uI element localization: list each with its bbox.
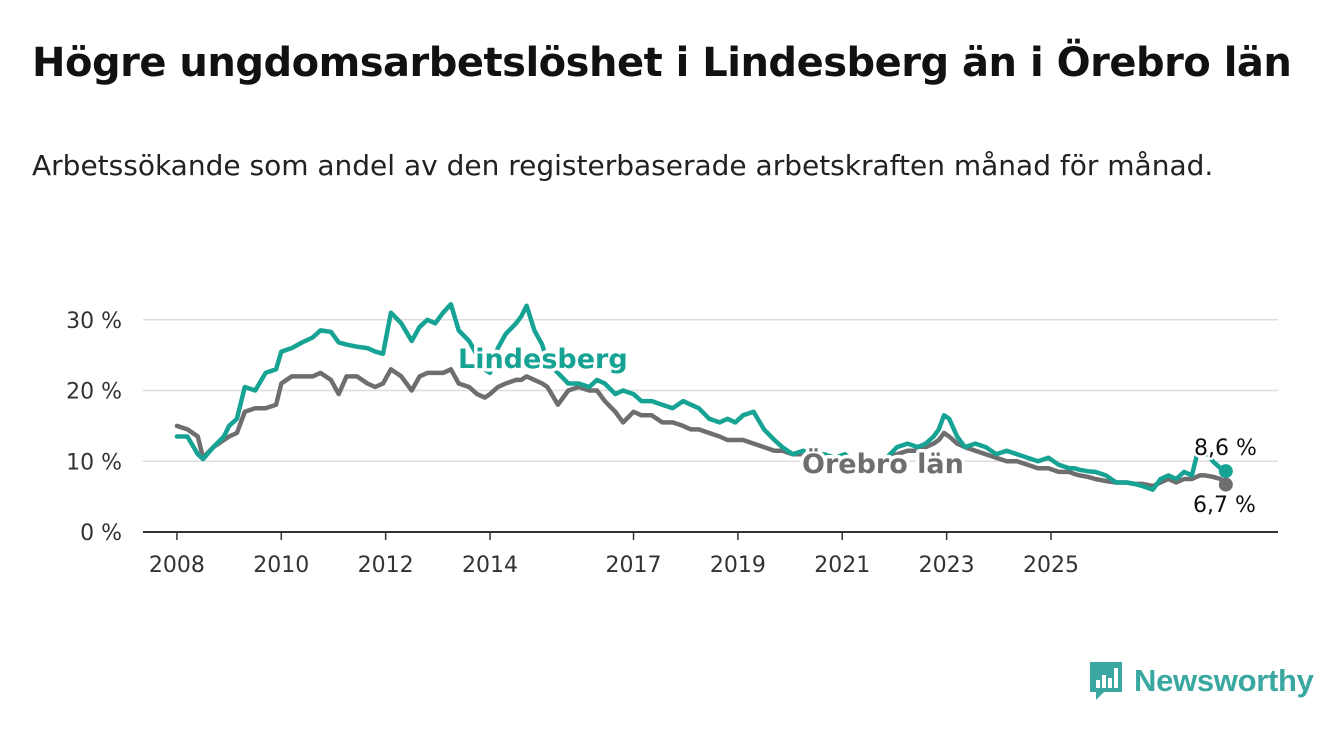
chart-title: Högre ungdomsarbetslöshet i Lindesberg ä… — [32, 40, 1292, 86]
x-tick-label: 2021 — [814, 553, 870, 578]
brand-logo: Newsworthy — [1088, 660, 1314, 702]
y-tick-label: 0 % — [80, 521, 122, 546]
end-label-orebro-lan: 6,7 % — [1193, 493, 1256, 518]
y-tick-label: 10 % — [66, 450, 122, 475]
brand-name: Newsworthy — [1134, 663, 1314, 698]
series-label-orebro-lan: Örebro län — [802, 447, 964, 480]
chart-subtitle: Arbetssökande som andel av den registerb… — [32, 149, 1214, 182]
series-label-lindesberg: Lindesberg — [458, 344, 628, 375]
end-marker-orebro-lan — [1218, 477, 1233, 492]
y-tick-label: 30 % — [66, 309, 122, 334]
x-tick-label: 2025 — [1023, 553, 1079, 578]
end-marker-lindesberg — [1218, 464, 1233, 479]
x-tick-label: 2014 — [462, 553, 518, 578]
x-tick-label: 2023 — [919, 553, 975, 578]
y-tick-label: 20 % — [66, 380, 122, 405]
series-line-lindesberg — [174, 301, 1229, 492]
end-label-lindesberg: 8,6 % — [1194, 436, 1257, 461]
x-tick-label: 2010 — [253, 553, 309, 578]
x-tick-label: 2012 — [358, 553, 414, 578]
x-tick-label: 2017 — [606, 553, 662, 578]
x-tick-label: 2019 — [710, 553, 766, 578]
series-line-orebro-lan — [174, 367, 1229, 489]
x-tick-label: 2008 — [149, 553, 205, 578]
newsworthy-logo-icon — [1090, 662, 1122, 700]
